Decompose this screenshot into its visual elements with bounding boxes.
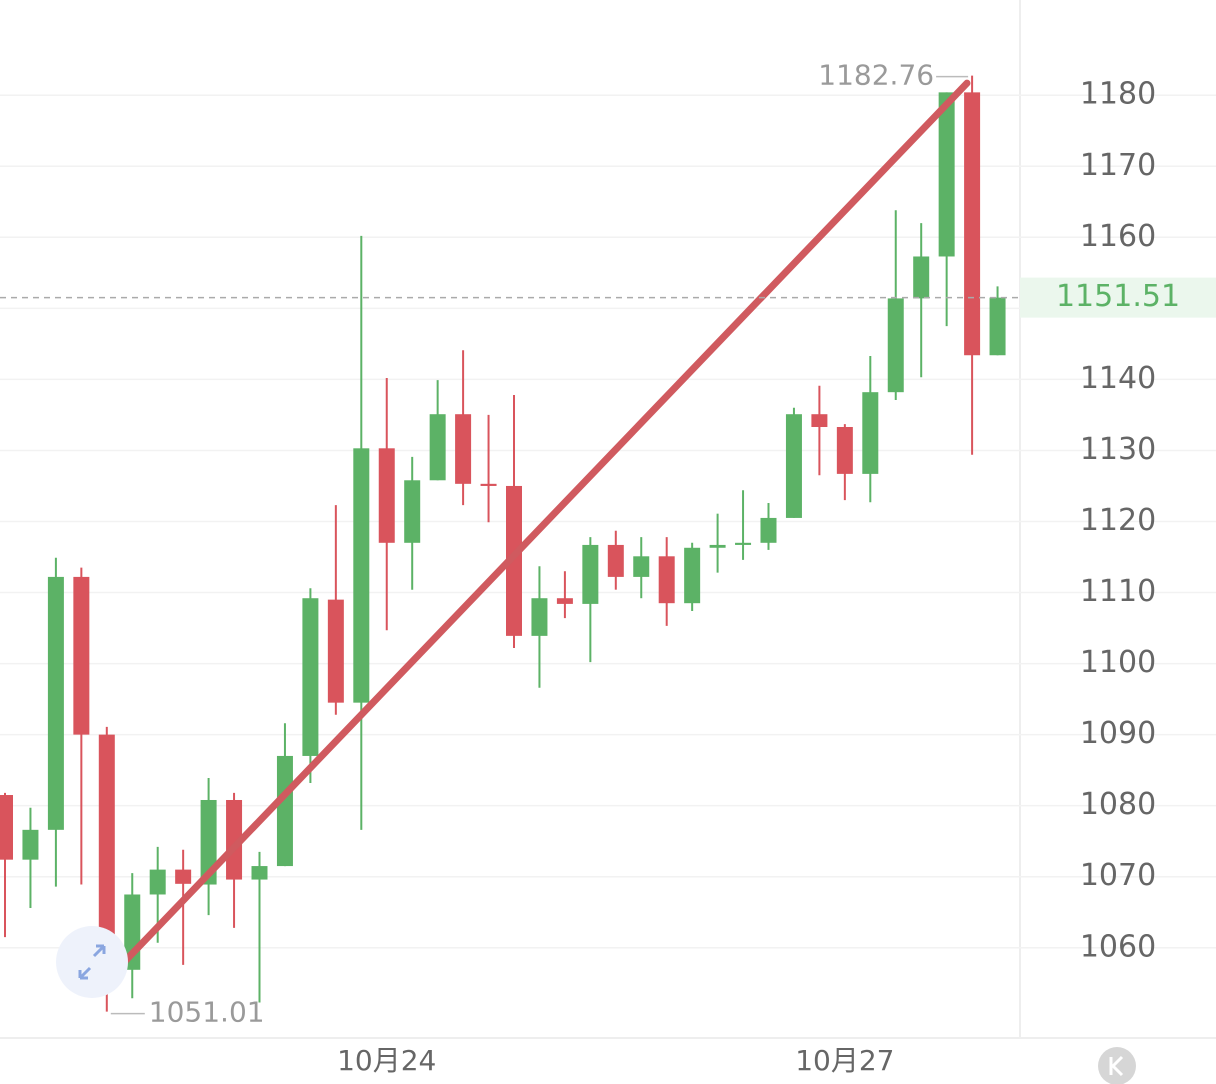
x-tick-label: 10月27	[795, 1044, 894, 1077]
candle-body	[378, 448, 395, 543]
last-price-label: 1151.51	[1056, 279, 1180, 314]
trendline	[117, 79, 971, 970]
y-tick-label: 1090	[1080, 716, 1156, 751]
candle-body	[149, 869, 166, 895]
last-price-box	[1020, 277, 1216, 318]
candle-body	[47, 576, 64, 830]
candle-body	[811, 414, 828, 427]
candle-body	[887, 298, 904, 393]
y-tick-label: 1130	[1080, 432, 1156, 467]
k-icon	[1109, 1055, 1124, 1077]
candle-body	[938, 92, 955, 257]
candle-body	[556, 598, 573, 604]
y-tick-label: 1180	[1080, 77, 1156, 112]
candle-body	[709, 544, 726, 548]
y-tick-label: 1070	[1080, 858, 1156, 893]
candle-body	[913, 256, 930, 299]
candle-body	[0, 795, 13, 860]
candle-body	[531, 598, 548, 636]
candle-body	[98, 734, 115, 970]
y-tick-label: 1110	[1080, 574, 1156, 609]
candle-body	[506, 485, 522, 636]
y-tick-label: 1170	[1080, 148, 1156, 183]
candle-body	[226, 799, 243, 880]
candle-body	[73, 576, 90, 735]
min-label: 1051.01	[149, 996, 265, 1029]
candle-body	[200, 799, 217, 885]
candle-body	[862, 392, 879, 474]
expand-icon[interactable]	[56, 926, 128, 998]
grid: 1060107010801090110011101120113011401150…	[0, 77, 1216, 1077]
candle-body	[735, 542, 752, 545]
x-tick-label: 10月24	[337, 1044, 436, 1077]
candle-body	[989, 297, 1006, 356]
candle-body	[607, 544, 624, 577]
candle-body	[836, 426, 853, 474]
candle-body	[175, 869, 192, 884]
overlay: 1182.76 1051.01 1151.51	[0, 59, 1216, 1029]
candles	[0, 75, 1006, 1012]
y-tick-label: 1160	[1080, 219, 1156, 254]
candle-body	[684, 547, 701, 604]
candle-body	[22, 829, 39, 860]
candle-body	[658, 556, 675, 604]
candle-body	[327, 599, 344, 703]
candle-body	[276, 755, 293, 867]
y-tick-label: 1060	[1080, 929, 1156, 964]
candle-body	[404, 480, 421, 543]
y-tick-label: 1120	[1080, 503, 1156, 538]
candle-body	[964, 92, 981, 356]
candle-body	[251, 866, 268, 880]
candle-body	[455, 414, 472, 484]
expand-arrows	[78, 944, 106, 980]
candle-body	[302, 598, 319, 756]
y-tick-label: 1080	[1080, 787, 1156, 822]
candle-body	[429, 414, 446, 481]
candle-body	[760, 517, 777, 543]
candle-body	[353, 448, 370, 703]
max-label: 1182.76	[818, 59, 934, 92]
k-button[interactable]	[1098, 1047, 1136, 1084]
candle-body	[785, 414, 802, 518]
y-tick-label: 1100	[1080, 645, 1156, 680]
candle-body	[633, 556, 650, 577]
candle-body	[582, 544, 599, 604]
candle-body	[480, 483, 497, 486]
y-tick-label: 1140	[1080, 361, 1156, 396]
